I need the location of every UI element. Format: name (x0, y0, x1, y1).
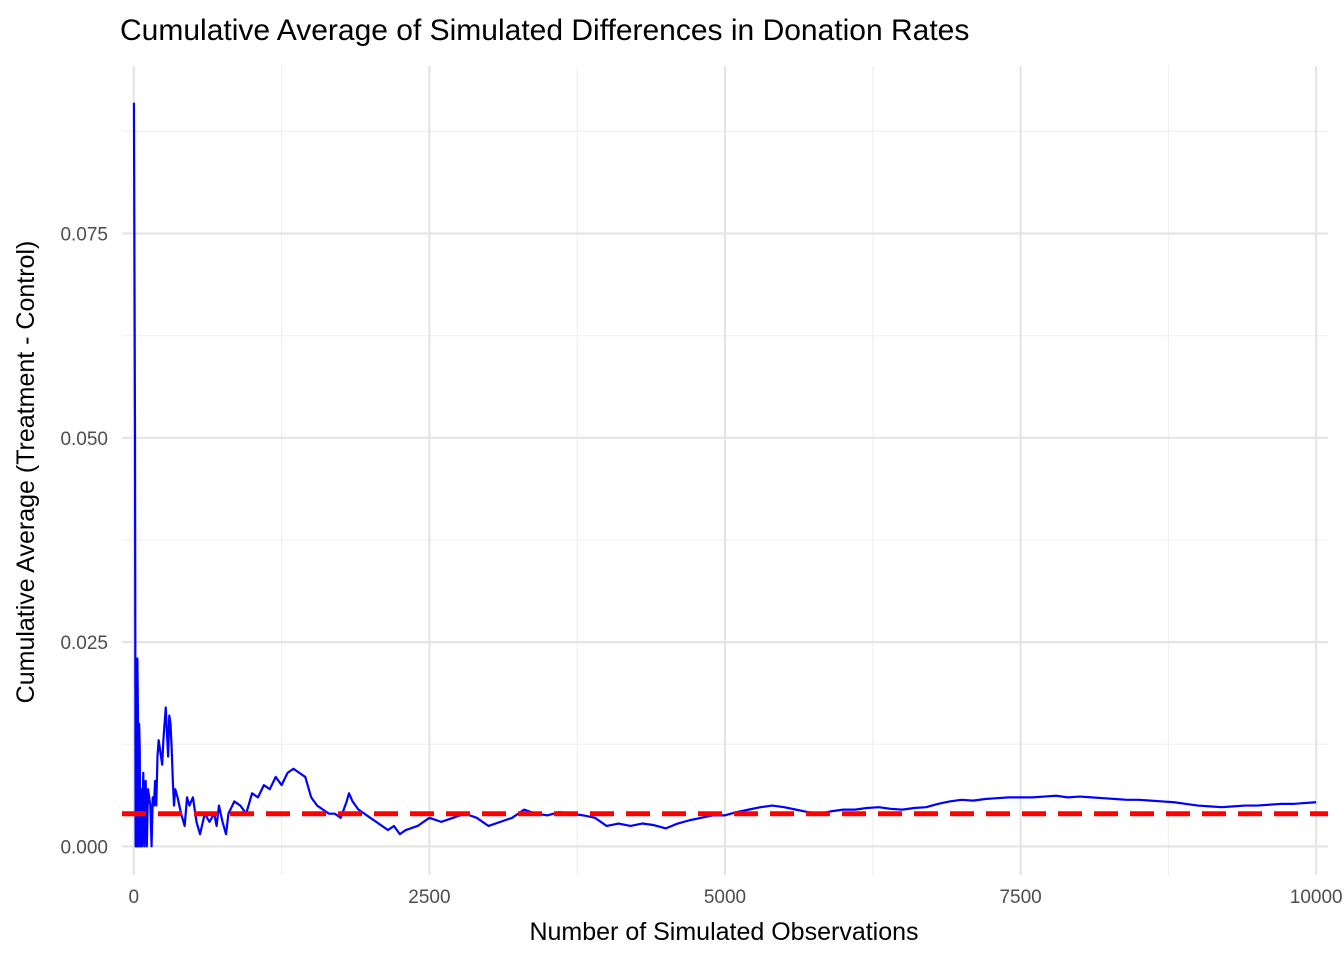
x-tick-label: 7500 (999, 887, 1041, 908)
y-tick-label: 0.050 (60, 429, 108, 450)
x-tick-label: 0 (129, 887, 140, 908)
y-tick-label: 0.075 (60, 225, 108, 246)
y-tick-label: 0.000 (60, 837, 108, 858)
y-tick-label: 0.025 (60, 633, 108, 654)
x-tick-label: 2500 (408, 887, 450, 908)
series-layer (132, 102, 1317, 848)
y-axis-title: Cumulative Average (Treatment - Control) (12, 241, 40, 704)
y-axis-ticks: 0.000 0.025 0.050 0.075 (60, 225, 108, 859)
chart-title: Cumulative Average of Simulated Differen… (120, 14, 969, 47)
x-tick-label: 5000 (704, 887, 746, 908)
series-line (132, 102, 1317, 848)
x-axis-ticks: 0 2500 5000 7500 10000 (129, 887, 1343, 908)
x-tick-label: 10000 (1290, 887, 1343, 908)
x-axis-title: Number of Simulated Observations (529, 918, 918, 946)
